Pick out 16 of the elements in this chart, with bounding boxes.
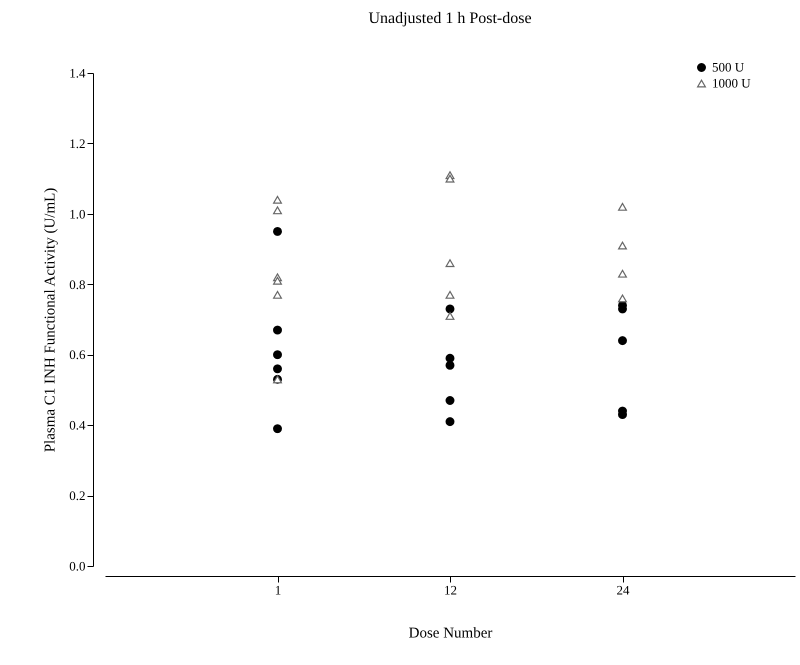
y-axis-title: Plasma C1 INH Functional Activity (U/mL) xyxy=(42,188,58,452)
y-tick-label: 1.0 xyxy=(69,206,86,222)
x-tick-label: 1 xyxy=(274,582,282,598)
y-tick-label: 0.4 xyxy=(69,418,86,433)
legend-label: 500 U xyxy=(712,60,745,74)
x-tick-label: 12 xyxy=(444,582,457,598)
chart-title: Unadjusted 1 h Post-dose xyxy=(368,10,532,27)
x-tick-label: 24 xyxy=(616,582,630,598)
legend-label: 1000 U xyxy=(712,76,752,90)
y-tick-label: 0.8 xyxy=(69,276,86,292)
x-axis-title: Dose Number xyxy=(408,626,492,642)
y-tick-label: 0.6 xyxy=(69,347,86,362)
y-tick-label: 0.0 xyxy=(69,558,86,574)
y-tick-label: 1.2 xyxy=(69,136,86,151)
y-tick-label: 0.2 xyxy=(69,488,86,504)
y-tick-label: 1.4 xyxy=(69,66,86,80)
